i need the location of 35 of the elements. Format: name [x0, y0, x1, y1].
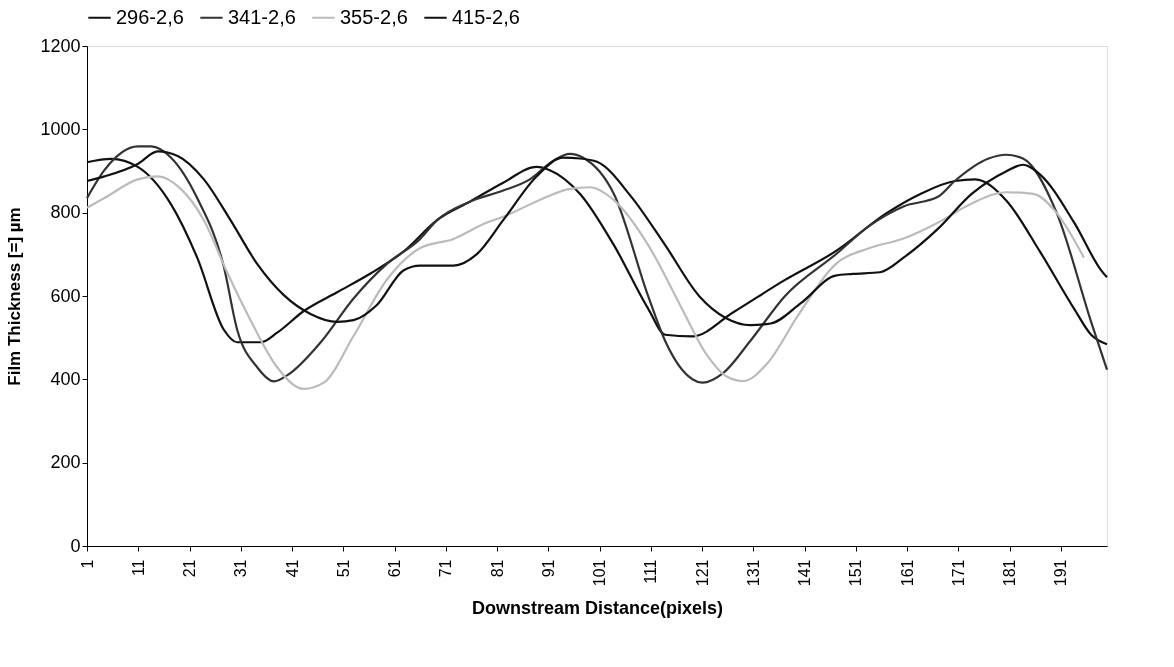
- x-tick-label: 171: [949, 559, 967, 587]
- y-axis-title: Film Thickness [=] µm: [5, 207, 25, 386]
- x-tick-label: 21: [181, 559, 199, 578]
- x-axis-title: Downstream Distance(pixels): [471, 598, 724, 619]
- x-tick-label: 81: [488, 559, 506, 578]
- x-tick-label: 71: [437, 559, 455, 578]
- x-tick-label: 121: [693, 559, 711, 587]
- y-tick-label: 400: [50, 368, 81, 389]
- line-series: [85, 175, 1086, 391]
- legend-label: 341-2,6: [228, 5, 296, 28]
- line-series: [85, 145, 1109, 384]
- x-tick-label: 41: [283, 559, 301, 578]
- x-tick-label: 101: [591, 559, 609, 587]
- legend-label: 415-2,6: [452, 5, 520, 28]
- y-tick-label: 800: [50, 202, 81, 223]
- x-tick-label: 31: [232, 559, 250, 578]
- legend-label: 355-2,6: [340, 5, 408, 28]
- x-tick-label: 141: [796, 559, 814, 587]
- x-tick-label: 1: [78, 559, 96, 569]
- y-tick-label: 0: [70, 535, 81, 556]
- x-tick-label: 161: [898, 559, 916, 587]
- y-tick-label: 1200: [40, 35, 81, 56]
- x-tick-label: 181: [1001, 559, 1019, 587]
- y-tick-label: 600: [50, 285, 81, 306]
- x-tick-label: 131: [744, 559, 762, 587]
- x-tick-label: 111: [642, 559, 660, 584]
- legend-label: 296-2,6: [116, 5, 184, 28]
- x-tick-label: 51: [334, 559, 352, 578]
- x-tick-label: 61: [386, 559, 404, 578]
- y-tick-label: 200: [50, 452, 81, 473]
- x-tick-label: 191: [1052, 559, 1070, 587]
- x-tick-label: 91: [539, 559, 557, 578]
- y-tick-label: 1000: [40, 118, 81, 139]
- x-tick-label: 11: [129, 559, 147, 577]
- x-tick-label: 151: [847, 559, 865, 587]
